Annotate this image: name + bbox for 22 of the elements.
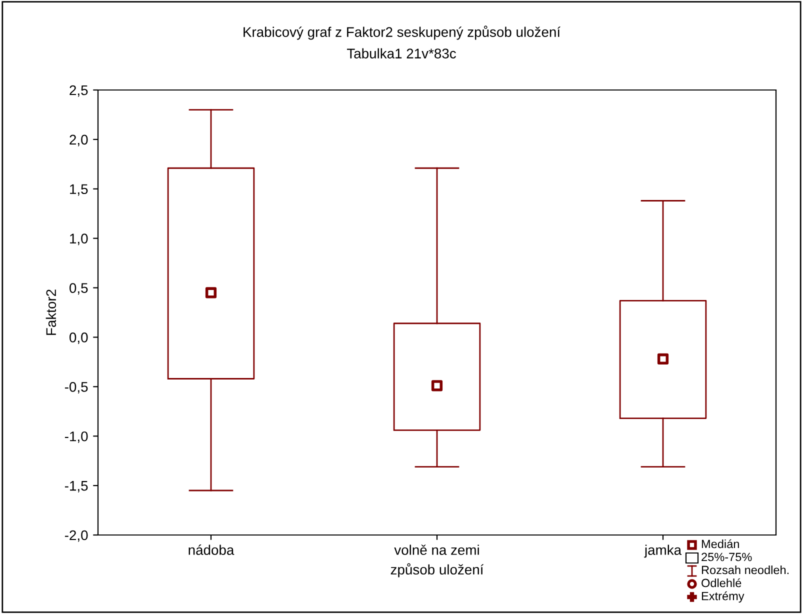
chart-title: Krabicový graf z Faktor2 seskupený způsob uložení xyxy=(244,26,560,40)
y-tick-label: 2,5 xyxy=(70,85,88,97)
y-tick-label: 0,0 xyxy=(70,332,88,344)
y-tick-label: -1,0 xyxy=(64,431,88,443)
y-tick-label: -1,5 xyxy=(64,481,88,492)
chart-subtitle: Tabulka1 21v*83c xyxy=(346,48,456,58)
y-tick-label: 1,0 xyxy=(70,234,88,246)
x-tick-label: volně na zemi xyxy=(394,544,479,555)
y-tick-label: 0,5 xyxy=(70,283,88,295)
x-tick-label: nádoba xyxy=(188,544,234,555)
text: Extrémy xyxy=(702,591,744,603)
y-tick-label: -0,5 xyxy=(64,382,88,394)
y-axis-title: Faktor2 xyxy=(46,290,56,335)
text: 25%-75% xyxy=(702,552,752,562)
text: Rozsah neodleh. xyxy=(702,565,789,574)
x-tick-label: jamka xyxy=(644,544,682,558)
text: Odlehlé xyxy=(702,578,742,588)
y-tick-label: 2,0 xyxy=(70,134,88,146)
text: Medián xyxy=(702,539,739,548)
x-axis-title: způsob uložení xyxy=(390,563,484,578)
y-tick-label: -2,0 xyxy=(64,530,88,542)
y-tick-label: 1,5 xyxy=(70,184,88,196)
